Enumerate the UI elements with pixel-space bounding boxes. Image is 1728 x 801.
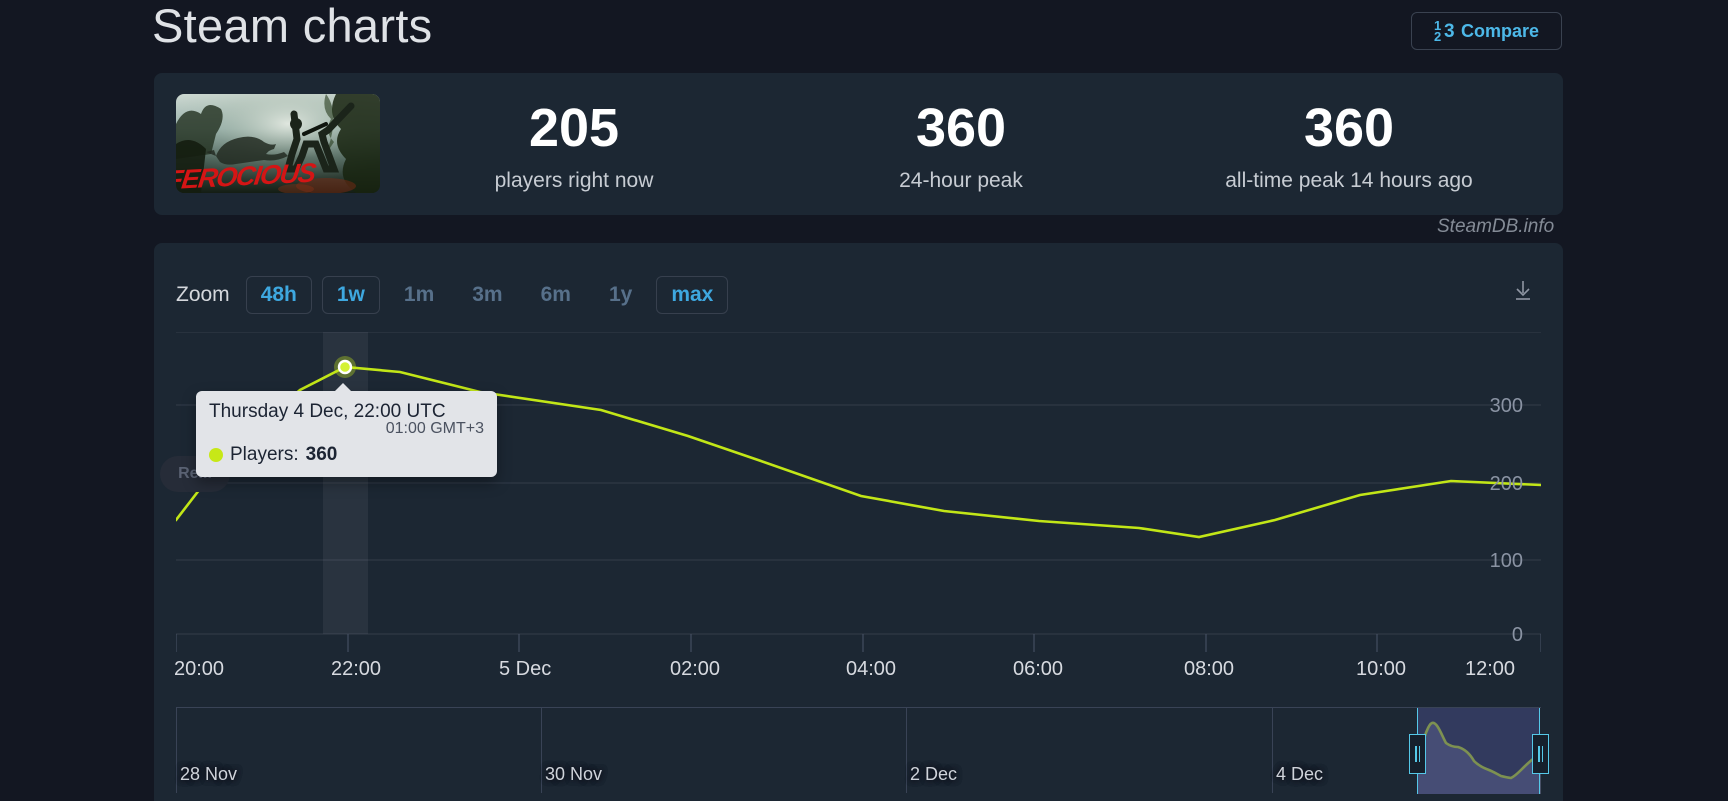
svg-text:FEROCIOUS: FEROCIOUS [176,157,318,193]
